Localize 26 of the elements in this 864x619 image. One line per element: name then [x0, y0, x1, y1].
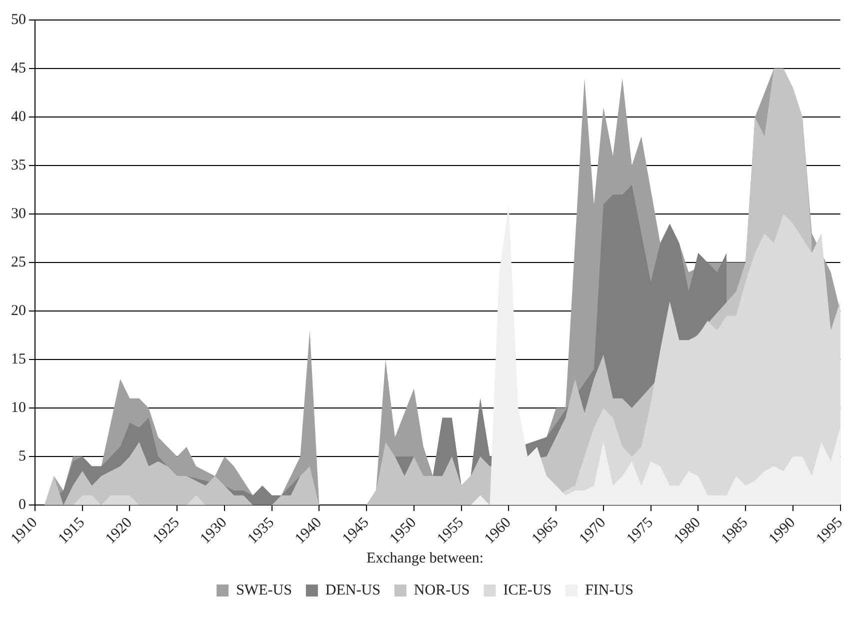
y-tick-label: 0 [18, 496, 26, 513]
y-tick-label: 10 [11, 400, 26, 416]
x-tick-label: 1960 [482, 514, 514, 548]
y-tick-label: 15 [11, 351, 26, 368]
legend-label: SWE-US [236, 582, 292, 598]
x-tick-label: 1910 [8, 514, 41, 548]
legend-label: NOR-US [414, 582, 470, 598]
x-tick-label: 1940 [292, 514, 325, 548]
x-tick-label: 1980 [671, 514, 704, 548]
x-tick-label: 1950 [387, 514, 420, 548]
legend-label: FIN-US [585, 582, 634, 598]
y-tick-label: 25 [11, 254, 26, 270]
y-tick-label: 40 [11, 108, 26, 125]
y-tick-label: 45 [11, 60, 26, 76]
x-tick-label: 1990 [766, 514, 799, 548]
y-tick-label: 50 [11, 12, 26, 28]
legend-title: Exchange between: [366, 550, 484, 566]
legend-label: ICE-US [503, 582, 552, 598]
y-tick-label: 30 [11, 206, 26, 222]
x-tick-label: 1930 [198, 514, 230, 548]
y-tick-label: 20 [11, 302, 26, 319]
y-tick-label: 5 [18, 448, 26, 464]
x-tick-label: 1970 [576, 514, 610, 548]
x-tick-label: 1920 [102, 514, 136, 548]
y-tick-label: 35 [11, 157, 26, 174]
legend-label: DEN-US [325, 582, 380, 598]
